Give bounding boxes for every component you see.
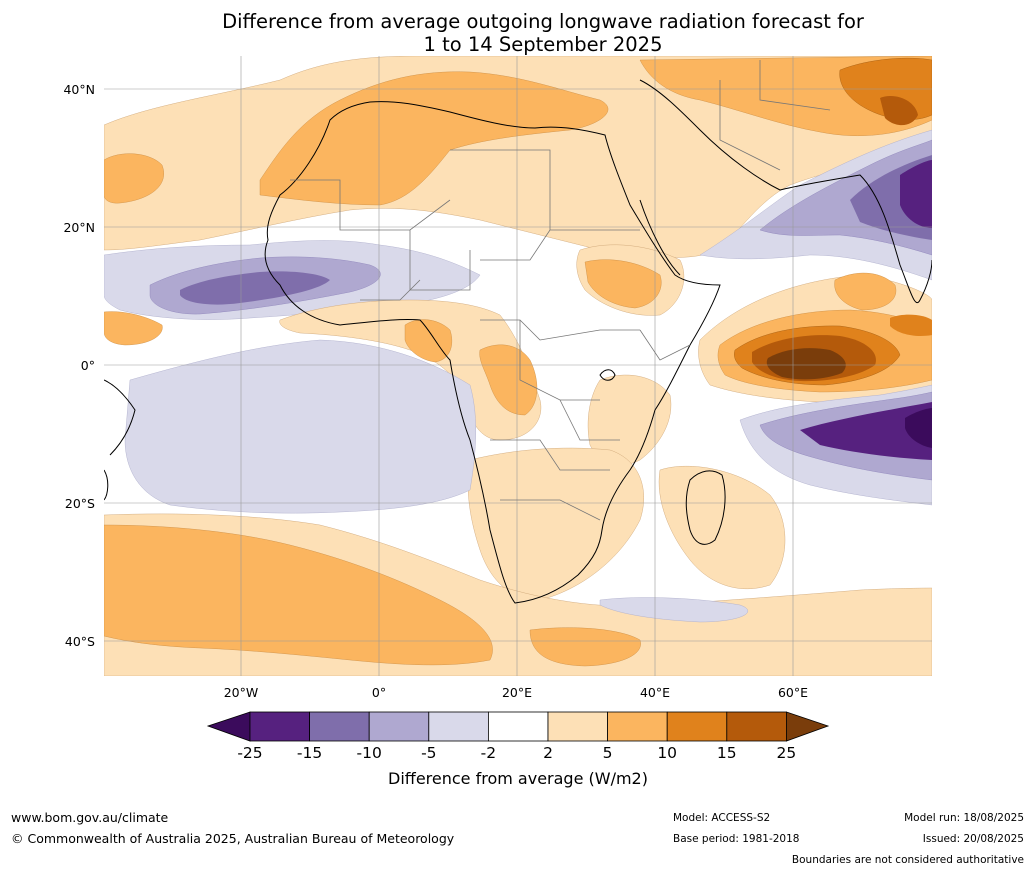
colorbar-tick: -2 xyxy=(480,744,497,762)
map-title: Difference from average outgoing longwav… xyxy=(104,10,982,56)
boundary-disclaimer: Boundaries are not considered authoritat… xyxy=(791,854,1024,866)
model-name: Model: ACCESS-S2 xyxy=(673,812,771,824)
anomaly-blob-ethiopia xyxy=(584,259,662,309)
anomaly-band-sahara-medium xyxy=(259,71,608,206)
lat-label-20s: 20°S xyxy=(64,496,95,511)
colorbar-bin-5 xyxy=(487,711,549,742)
colorbar xyxy=(206,711,830,742)
lon-label-20w: 20°W xyxy=(223,685,259,700)
anomaly-band-atlantic-purple xyxy=(124,339,476,514)
colorbar-tick: 2 xyxy=(543,744,553,762)
anomaly-blob-india-south xyxy=(890,314,932,336)
anomaly-core-sio xyxy=(905,408,932,448)
anomaly-blob-atlantic-north xyxy=(104,153,164,204)
anomaly-blob-madagascar xyxy=(658,465,786,589)
colorbar-title: Difference from average (W/m2) xyxy=(388,769,648,788)
colorbar-bin-2 xyxy=(309,711,370,742)
anomaly-blob-eastafrica-light xyxy=(587,374,672,466)
website-link[interactable]: www.bom.gov.au/climate xyxy=(11,810,169,825)
lon-label-40e: 40°E xyxy=(639,685,671,700)
anomaly-blob-arabian-sea xyxy=(834,272,897,311)
lat-label-40s: 40°S xyxy=(64,634,95,649)
colorbar-tick: 5 xyxy=(602,744,613,762)
country-boundaries xyxy=(290,60,831,521)
anomaly-band-south-medium xyxy=(104,524,493,666)
colorbar-tick: -5 xyxy=(421,744,437,762)
colorbar-tick: 15 xyxy=(716,744,737,762)
anomaly-core-io xyxy=(766,348,846,380)
lon-label-60e: 60°E xyxy=(777,685,809,700)
anomaly-blob-westafrica-coast xyxy=(279,299,542,441)
lat-label-20n: 20°N xyxy=(63,220,95,235)
anomaly-band-sio-strong xyxy=(800,402,932,460)
colorbar-tick: 25 xyxy=(776,744,797,762)
model-run-date: Model run: 18/08/2025 xyxy=(904,812,1024,824)
colorbar-bin-9 xyxy=(726,711,787,742)
anomaly-blob-southern-africa xyxy=(467,447,644,601)
anomaly-blob-atlantic-equator xyxy=(104,311,163,346)
anomaly-blob-south-io xyxy=(529,627,641,667)
lon-label-20e: 20°E xyxy=(501,685,533,700)
anomaly-blob-gulf-guinea xyxy=(404,319,453,363)
coastlines xyxy=(104,79,932,604)
colorbar-bin-6 xyxy=(547,711,608,742)
lat-label-0: 0° xyxy=(80,358,95,373)
anomaly-core-india xyxy=(900,160,932,228)
issued-date: Issued: 20/08/2025 xyxy=(922,833,1024,845)
colorbar-extend-low xyxy=(206,711,251,742)
anomaly-band-sahel-strong xyxy=(180,271,330,305)
colorbar-bin-1 xyxy=(249,711,310,742)
lat-label-40n: 40°N xyxy=(63,82,95,97)
copyright-text: © Commonwealth of Australia 2025, Austra… xyxy=(11,831,455,846)
colorbar-bin-4 xyxy=(428,711,489,742)
anomaly-blob-caspian-core xyxy=(880,95,918,126)
colorbar-bin-3 xyxy=(368,711,430,742)
colorbar-extend-high xyxy=(786,711,830,742)
title-line-1: Difference from average outgoing longwav… xyxy=(222,10,864,33)
graticule xyxy=(104,56,932,676)
colorbar-tick: -25 xyxy=(237,744,263,762)
lon-label-0: 0° xyxy=(371,685,387,700)
map-plot-area xyxy=(104,56,932,676)
colorbar-bin-8 xyxy=(666,711,728,742)
colorbar-bin-7 xyxy=(607,711,668,742)
title-line-2: 1 to 14 September 2025 xyxy=(423,33,663,56)
colorbar-tick: -15 xyxy=(296,744,323,762)
colorbar-tick: -10 xyxy=(356,744,382,762)
anomaly-band-south-purple xyxy=(599,597,748,623)
colorbar-tick: 10 xyxy=(657,744,678,762)
base-period: Base period: 1981-2018 xyxy=(673,833,800,845)
